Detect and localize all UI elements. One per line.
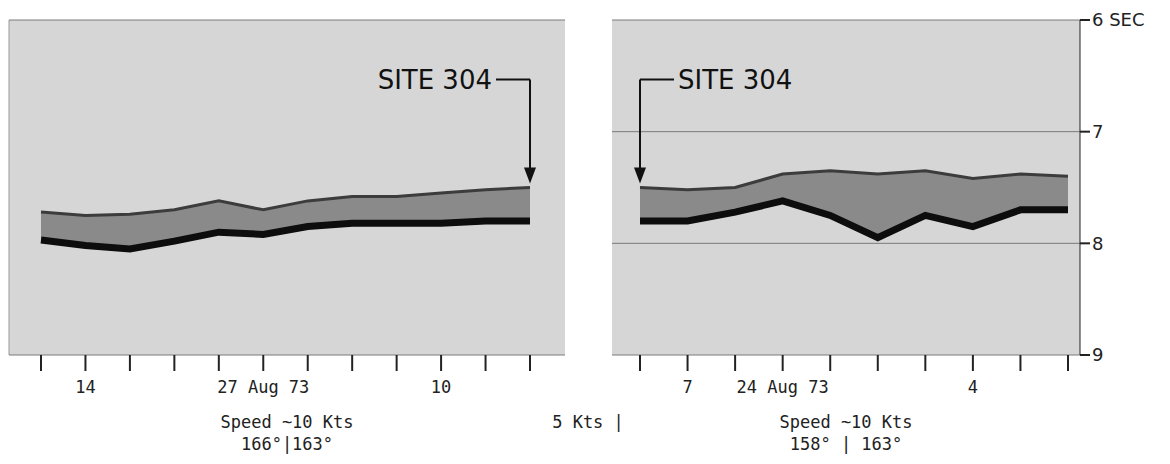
svg-text:14: 14 [75,377,95,397]
svg-text:SITE 304: SITE 304 [378,65,492,95]
html-text:Speed ~10 Kts: Speed ~10 Kts [779,412,913,432]
html-text:Speed ~10 Kts: Speed ~10 Kts [220,412,354,432]
svg-text:4: 4 [968,377,978,397]
svg-text:27 Aug 73: 27 Aug 73 [217,377,309,397]
html-text:158° | 163°: 158° | 163° [789,434,903,454]
svg-text:SITE 304: SITE 304 [678,65,792,95]
svg-text:24 Aug 73: 24 Aug 73 [737,377,829,397]
svg-text:9: 9 [1092,344,1103,365]
html-text:166°|163°: 166°|163° [240,434,334,454]
svg-text:7: 7 [682,377,692,397]
svg-text:10: 10 [431,377,451,397]
html-text:5 Kts |: 5 Kts | [552,412,624,432]
svg-text:8: 8 [1092,233,1103,254]
svg-text:7: 7 [1092,121,1103,142]
svg-text:6 SEC: 6 SEC [1092,9,1145,30]
